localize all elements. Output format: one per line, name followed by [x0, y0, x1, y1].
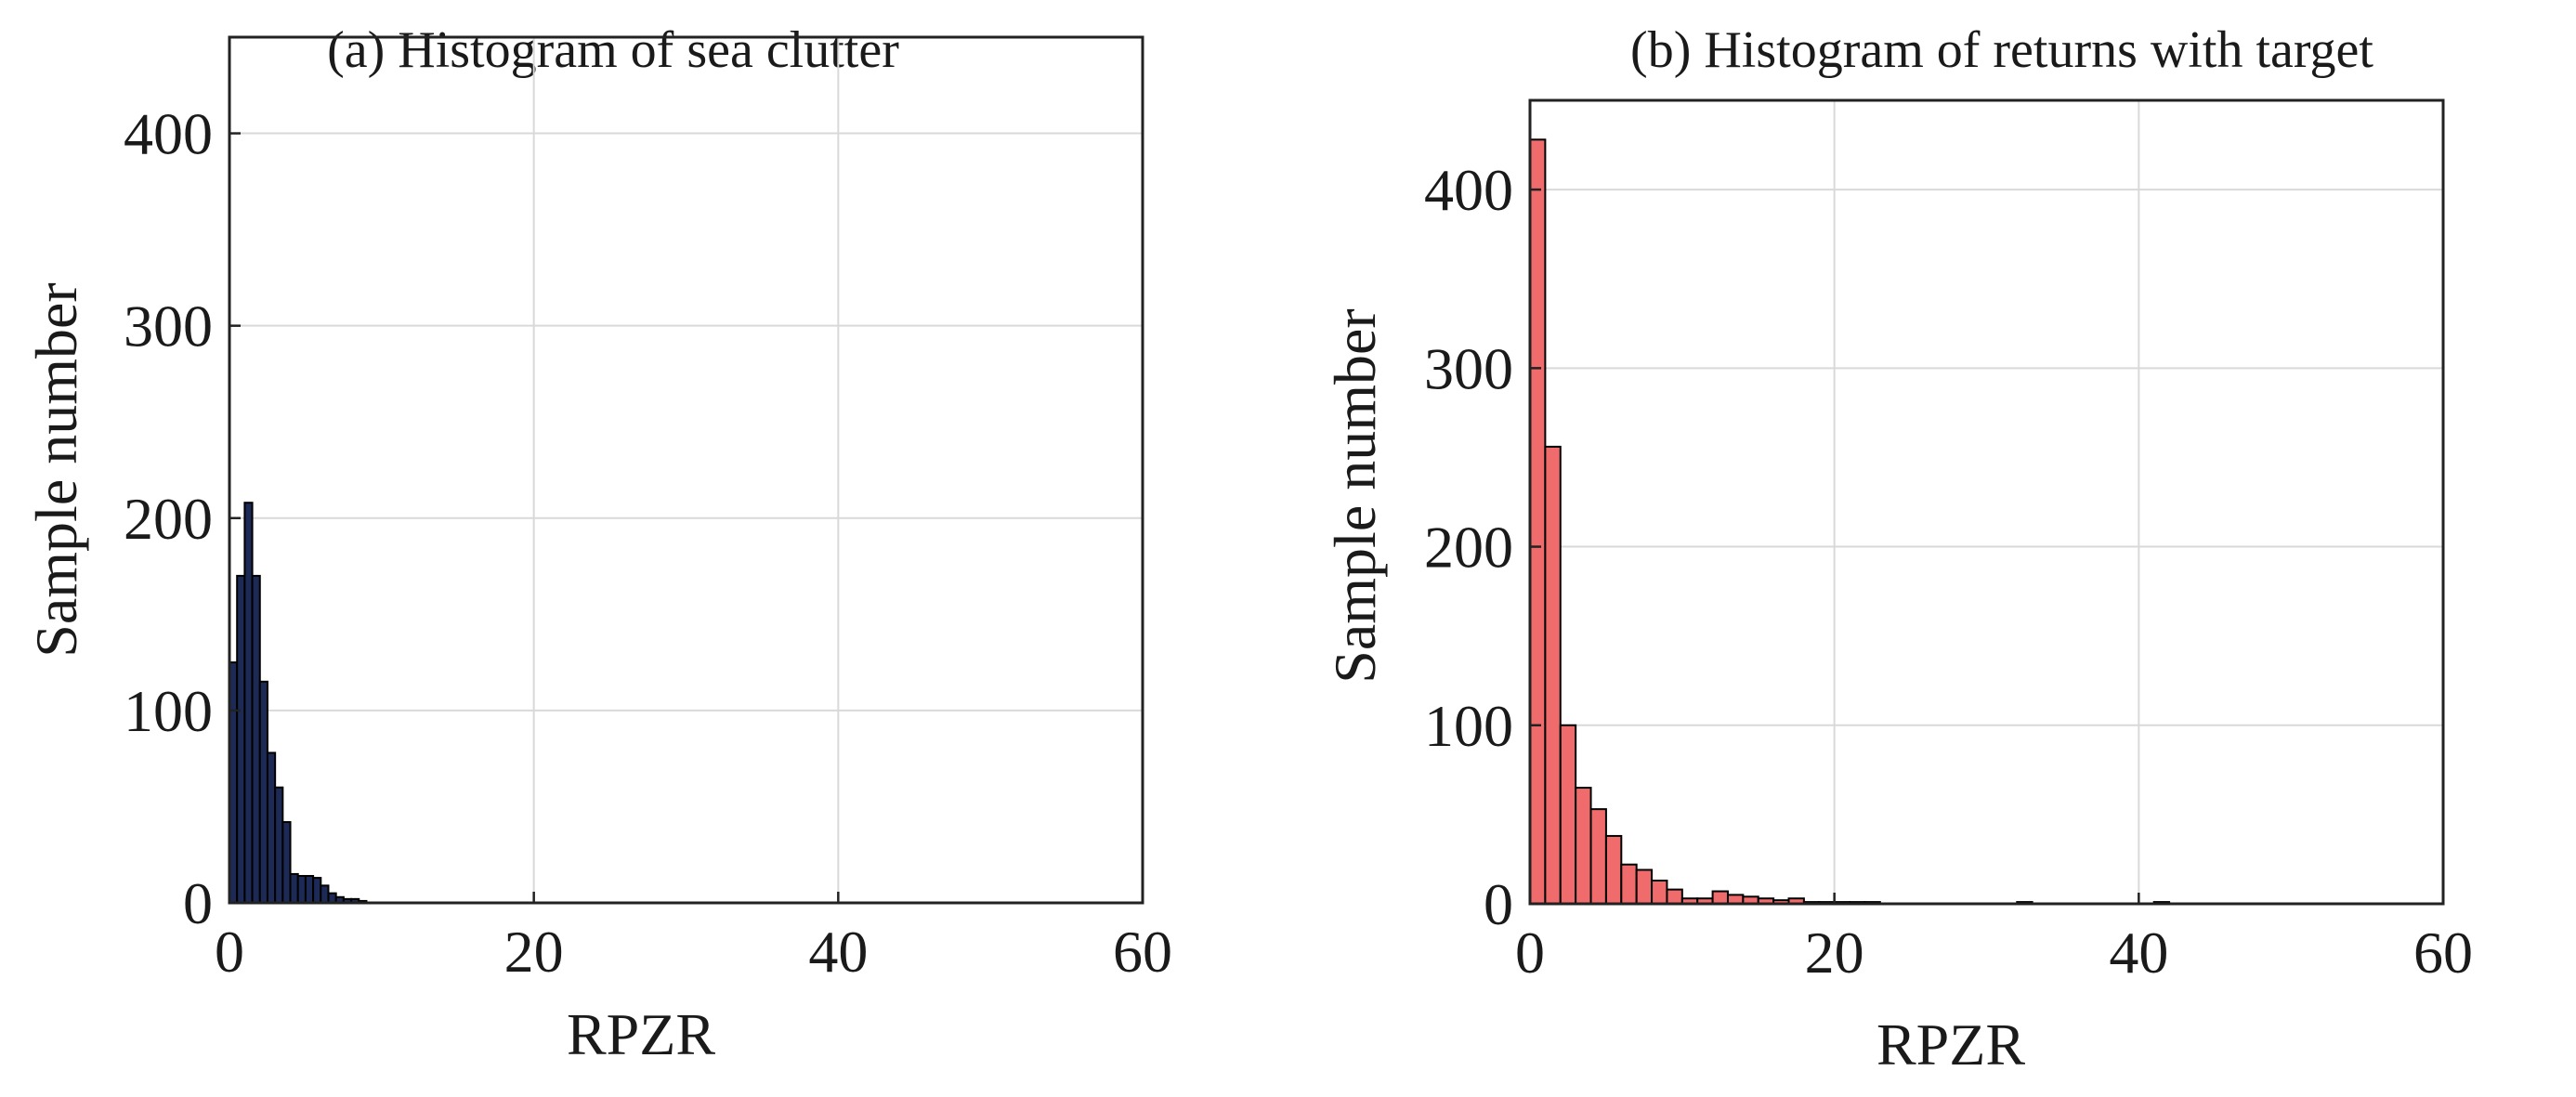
chart-a-x-tick-label: 0 — [215, 919, 244, 985]
chart-b-title: (b) Histogram of returns with target — [1630, 21, 2373, 79]
chart-b-x-tick-label: 40 — [2109, 920, 2168, 986]
chart-b-y-tick-label: 400 — [1424, 157, 1513, 223]
chart-a-bar — [304, 875, 315, 905]
chart-a-title: (a) Histogram of sea clutter — [327, 21, 899, 79]
chart-a-bar — [296, 875, 307, 905]
chart-a-ticks: 0 20 40 60 0 100 200 300 400 — [124, 101, 1172, 985]
chart-b-x-tick-label: 20 — [1805, 920, 1864, 986]
chart-a-plot-frame — [228, 35, 1144, 905]
chart-a-bar — [281, 821, 292, 904]
chart-a-bar — [251, 574, 261, 905]
chart-b-bars — [1529, 138, 2171, 906]
chart-a-y-tick-label: 400 — [124, 101, 213, 167]
chart-a-y-axis-label: Sample number — [23, 282, 89, 657]
chart-b-y-axis-label: Sample number — [1322, 308, 1388, 683]
chart-b-y-tick-label: 100 — [1424, 693, 1513, 759]
chart-a-x-axis-label: RPZR — [567, 1001, 715, 1067]
chart-a-x-tick-label: 60 — [1113, 919, 1172, 985]
chart-b-bar — [1575, 787, 1592, 905]
chart-b-bar — [1544, 445, 1562, 905]
chart-a-bar — [243, 502, 254, 904]
chart-a-bar — [312, 877, 322, 905]
chart-b-bar — [1711, 890, 1729, 905]
chart-a-bar — [320, 884, 330, 904]
chart-b-ticks: 0 20 40 60 0 100 200 300 400 — [1424, 157, 2473, 986]
chart-b-gridlines — [1530, 100, 2443, 904]
chart-b-bar — [1604, 834, 1623, 906]
chart-a-x-tick-label: 20 — [504, 919, 564, 985]
chart-b-bar — [1529, 138, 1547, 906]
chart-a-bar — [274, 786, 284, 905]
chart-a-bar — [266, 751, 277, 904]
chart-a-gridlines — [229, 37, 1143, 903]
chart-a-bar — [289, 872, 299, 905]
chart-b-bar — [1620, 863, 1638, 906]
chart-a-bar — [236, 574, 246, 905]
chart-a-y-tick-label: 0 — [183, 870, 213, 936]
chart-b-bar — [1589, 808, 1607, 905]
chart-b-bar — [1651, 880, 1668, 905]
chart-b-x-axis-label: RPZR — [1876, 1012, 2025, 1077]
chart-a-bars — [229, 502, 368, 905]
chart-b-plot-frame — [1528, 98, 2445, 906]
chart-b-bar — [1559, 724, 1577, 905]
chart-a-y-tick-label: 200 — [124, 486, 213, 552]
chart-b-bar — [1666, 888, 1683, 905]
chart-b-y-tick-label: 200 — [1424, 515, 1513, 581]
chart-a-x-tick-label: 40 — [808, 919, 868, 985]
chart-a-y-tick-label: 300 — [124, 294, 213, 359]
chart-b-bar — [1635, 868, 1654, 906]
chart-panel-b: (b) Histogram of returns with target 0 20… — [1322, 21, 2473, 1077]
chart-a-y-tick-label: 100 — [124, 678, 213, 744]
chart-b-x-tick-label: 60 — [2413, 920, 2473, 986]
chart-panel-a: (a) Histogram of sea clutter 0 20 40 60 0 100… — [23, 21, 1172, 1067]
chart-a-bar — [258, 680, 268, 904]
chart-b-x-tick-label: 0 — [1515, 920, 1545, 986]
chart-b-y-tick-label: 300 — [1424, 335, 1513, 401]
chart-b-y-tick-label: 0 — [1484, 871, 1513, 937]
chart-a-bar — [327, 892, 337, 905]
